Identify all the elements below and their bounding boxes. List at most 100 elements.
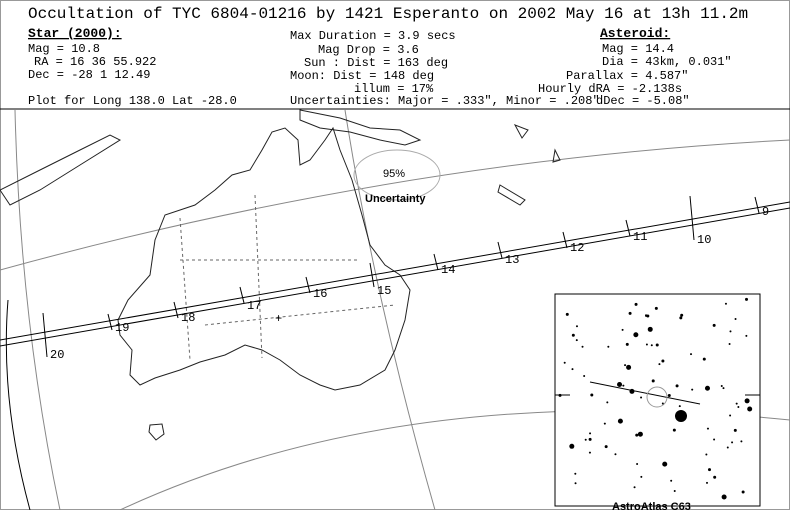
time-marks: 9 10 11 12 13 14 15 16 17 18 19 20 bbox=[42, 195, 769, 362]
mag-drop: Mag Drop = 3.6 bbox=[318, 43, 419, 57]
field-star bbox=[589, 432, 592, 435]
time-tick bbox=[497, 241, 503, 259]
field-star bbox=[614, 453, 617, 456]
field-star bbox=[636, 463, 639, 466]
field-star bbox=[584, 438, 587, 441]
ddec: dDec = -5.08" bbox=[596, 94, 690, 108]
time-tick bbox=[42, 312, 48, 358]
field-star bbox=[633, 486, 636, 489]
field-star bbox=[722, 387, 725, 390]
time-label: 12 bbox=[570, 241, 584, 255]
inset-frame bbox=[554, 293, 761, 507]
limb bbox=[5, 299, 31, 510]
title: Occultation of TYC 6804-01216 by 1421 Es… bbox=[28, 5, 748, 23]
field-star bbox=[633, 332, 639, 338]
field-star bbox=[650, 344, 653, 347]
field-star bbox=[569, 443, 575, 449]
ellipse-label: Uncertainty bbox=[365, 193, 426, 205]
inset-label: AstroAtlas C63 bbox=[612, 501, 691, 510]
field-star bbox=[654, 306, 658, 310]
field-star bbox=[735, 402, 738, 405]
field-star bbox=[640, 396, 643, 399]
star-heading: Star (2000): bbox=[28, 26, 122, 41]
australia bbox=[117, 126, 411, 391]
field-star bbox=[655, 343, 659, 347]
field-star bbox=[662, 461, 668, 467]
field-star bbox=[705, 453, 708, 456]
coastline bbox=[0, 109, 561, 441]
field-star bbox=[607, 345, 610, 348]
shadow-path bbox=[0, 201, 790, 347]
field-star bbox=[558, 393, 562, 397]
new-guinea bbox=[299, 109, 422, 146]
duration: Max Duration = 3.9 secs bbox=[290, 29, 456, 43]
field-star bbox=[645, 343, 648, 346]
field-star bbox=[629, 388, 635, 394]
time-tick bbox=[625, 219, 631, 237]
meridian bbox=[14, 109, 61, 510]
field-star bbox=[625, 342, 629, 346]
time-label: 15 bbox=[377, 284, 391, 298]
field-star bbox=[574, 472, 577, 475]
bright-star bbox=[675, 410, 687, 422]
time-label: 16 bbox=[313, 287, 327, 301]
field-star bbox=[637, 431, 643, 437]
field-star bbox=[678, 405, 681, 408]
time-label: 19 bbox=[115, 321, 129, 335]
field-star bbox=[571, 368, 574, 371]
field-star bbox=[645, 314, 648, 317]
field-star bbox=[745, 334, 748, 337]
field-star bbox=[646, 314, 650, 318]
time-tick bbox=[754, 196, 760, 214]
field-star bbox=[603, 422, 606, 425]
time-tick bbox=[107, 313, 113, 331]
field-star bbox=[707, 468, 711, 472]
field-star bbox=[626, 364, 632, 370]
field-star bbox=[617, 381, 623, 387]
field-star bbox=[744, 398, 750, 404]
field-star bbox=[621, 328, 624, 331]
tasmania bbox=[148, 423, 165, 441]
time-tick bbox=[369, 262, 375, 288]
star-ra: RA = 16 36 55.922 bbox=[34, 55, 156, 69]
field-star bbox=[713, 438, 716, 441]
field-star bbox=[702, 357, 706, 361]
centre-mark: + bbox=[275, 312, 282, 326]
field-star bbox=[690, 353, 693, 356]
field-star bbox=[635, 433, 639, 437]
field-star bbox=[729, 414, 732, 417]
field-star bbox=[675, 384, 679, 388]
field-star bbox=[565, 312, 569, 316]
sun: Sun : Dist = 163 deg bbox=[304, 56, 448, 70]
time-label: 9 bbox=[762, 205, 769, 219]
field-star bbox=[624, 364, 627, 367]
field-star bbox=[670, 479, 673, 482]
field-star bbox=[712, 323, 716, 327]
star-chart-inset: AstroAtlas C63 bbox=[554, 293, 761, 510]
field-star bbox=[680, 313, 684, 317]
target-circle bbox=[646, 386, 668, 408]
field-star bbox=[679, 316, 683, 320]
field-star bbox=[704, 385, 710, 391]
islands bbox=[0, 124, 561, 206]
star-dec: Dec = -28 1 12.49 bbox=[28, 68, 150, 82]
field-star bbox=[604, 445, 608, 449]
field-star bbox=[720, 385, 723, 388]
ellipse-percent: 95% bbox=[383, 168, 405, 180]
field-star bbox=[606, 401, 609, 404]
field-star bbox=[667, 393, 671, 397]
inset-path bbox=[589, 381, 701, 405]
field-star bbox=[731, 441, 734, 444]
field-star bbox=[729, 330, 732, 333]
field-star bbox=[724, 302, 727, 305]
field-star bbox=[726, 446, 729, 449]
field-star bbox=[588, 451, 591, 454]
uncertainties: Uncertainties: Major = .333", Minor = .2… bbox=[290, 94, 600, 108]
hourly-dra: Hourly dRA = -2.138s bbox=[538, 82, 682, 96]
asteroid-mag: Mag = 14.4 bbox=[602, 42, 674, 56]
header: Occultation of TYC 6804-01216 by 1421 Es… bbox=[0, 5, 790, 110]
illum: illum = 17% bbox=[354, 82, 434, 96]
field-star bbox=[728, 342, 731, 345]
field-star bbox=[628, 311, 632, 315]
